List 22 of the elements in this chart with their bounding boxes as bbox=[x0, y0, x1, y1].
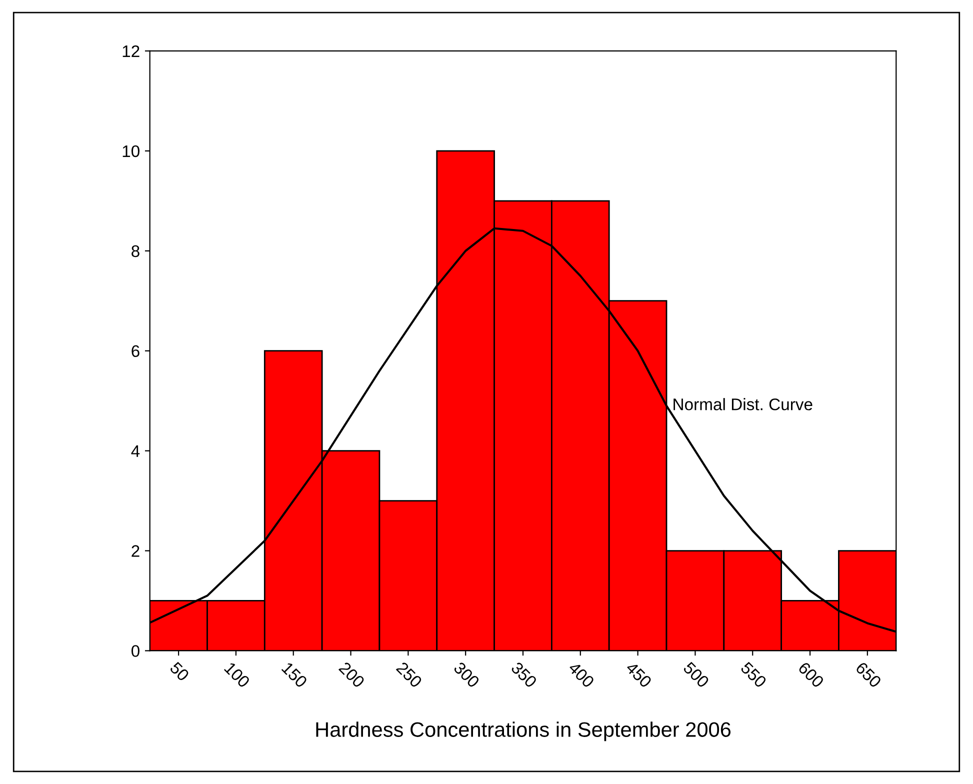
x-tick-label: 400 bbox=[568, 661, 595, 688]
y-tick-label: 4 bbox=[131, 445, 140, 457]
x-tick-label: 200 bbox=[338, 661, 366, 688]
x-axis-title: Hardness Concentrations in September 2006 bbox=[316, 722, 731, 742]
x-tick-label: 250 bbox=[396, 661, 423, 688]
y-tick-label: 10 bbox=[122, 145, 140, 158]
x-tick-label: 550 bbox=[740, 661, 768, 688]
y-tick-label: 0 bbox=[132, 645, 140, 657]
y-tick-label: 12 bbox=[122, 45, 140, 57]
x-tick-label: 450 bbox=[625, 661, 652, 688]
x-tick-label: 150 bbox=[281, 662, 308, 688]
y-tick-label: 6 bbox=[132, 345, 140, 358]
y-tick-label: 2 bbox=[132, 545, 140, 557]
x-tick-label: 500 bbox=[682, 661, 710, 688]
annotation: Normal Dist. Curve bbox=[674, 398, 812, 410]
x-tick-label: 600 bbox=[798, 661, 825, 688]
y-tick-label: 8 bbox=[132, 245, 140, 258]
x-tick-label: 300 bbox=[453, 661, 480, 688]
x-tick-label: 100 bbox=[224, 662, 251, 688]
x-tick-label: 350 bbox=[510, 661, 538, 688]
x-tick-label: 50 bbox=[169, 661, 190, 682]
x-tick-label: 650 bbox=[855, 661, 882, 688]
